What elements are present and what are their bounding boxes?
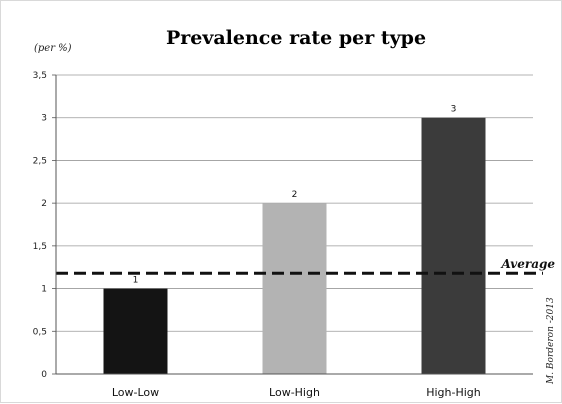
chart-title: Prevalence rate per type [166,27,426,49]
x-category-label: Low-Low [112,386,159,399]
x-category-label: High-High [426,386,481,399]
author-credit: M. Borderon -2013 [546,297,556,385]
data-label: 3 [451,105,457,115]
y-tick-label: 2 [41,199,47,209]
axes [55,75,533,375]
x-axis-categories: Low-Low Low-High High-High [112,386,481,399]
bars: 1 2 3 [103,105,486,374]
y-tick-label: 2,5 [33,156,47,166]
average-line-label: Average [500,257,555,271]
y-tick-label: 0 [41,370,47,380]
y-axis-ticks: 0 0,5 1 1,5 2 2,5 3 3,5 [33,71,56,380]
x-category-label: Low-High [269,386,320,399]
data-label: 2 [292,190,298,200]
y-tick-label: 0,5 [33,327,47,337]
y-tick-label: 1 [41,285,47,295]
y-tick-label: 1,5 [33,242,47,252]
bar-low-low [103,288,168,374]
y-tick-label: 3,5 [33,71,47,81]
bar-high-high [421,117,486,374]
data-label: 1 [133,276,139,286]
bar-low-high [262,203,327,374]
y-tick-label: 3 [41,114,47,124]
y-axis-unit-label: (per %) [34,43,72,54]
average-line-group: Average [56,257,555,275]
